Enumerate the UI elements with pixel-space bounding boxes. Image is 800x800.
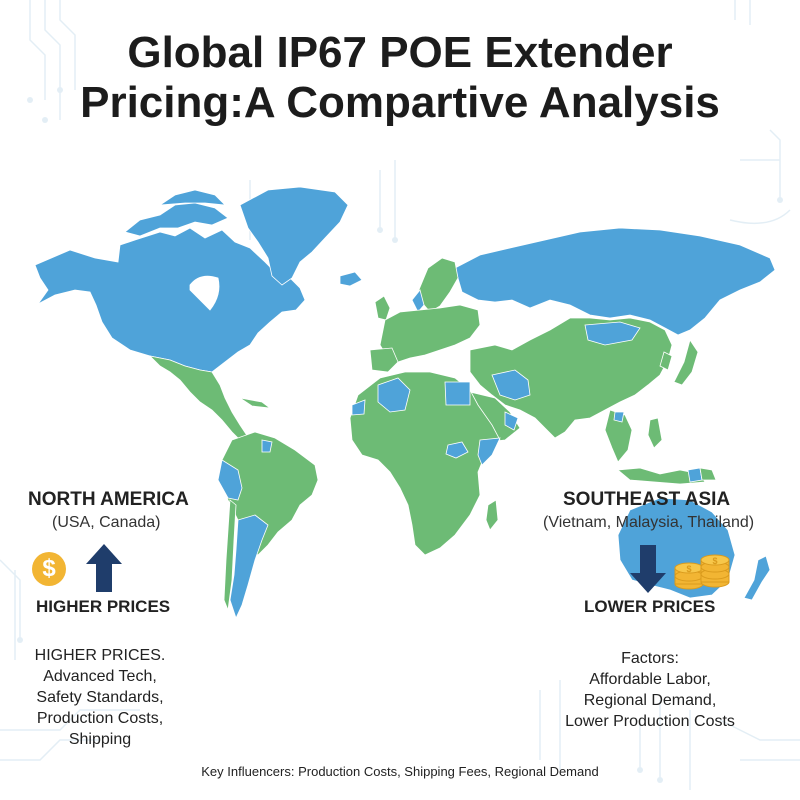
arrow-down-icon [630, 545, 666, 593]
higher-prices-label: HIGHER PRICES [36, 597, 171, 616]
svg-text:$: $ [686, 564, 691, 574]
south-america-region [217, 431, 319, 620]
arrow-up-icon [86, 544, 122, 592]
page-title: Global IP67 POE Extender Pricing:A Compa… [0, 28, 800, 128]
europe-asia-region [369, 227, 776, 485]
svg-text:$: $ [712, 556, 717, 566]
southeast-asia-factors: Factors: Affordable Labor, Regional Dema… [565, 650, 735, 730]
title-line-2: Pricing:A Compartive Analysis [80, 78, 720, 127]
lower-prices-label: LOWER PRICES [584, 597, 716, 616]
world-map [34, 186, 776, 620]
coin-stack-icon: $ $ [674, 554, 730, 590]
title-line-1: Global IP67 POE Extender [127, 28, 673, 77]
north-america-subtitle: (USA, Canada) [52, 514, 161, 531]
southeast-asia-title: SOUTHEAST ASIA [563, 489, 731, 510]
north-america-factors: HIGHER PRICES. Advanced Tech, Safety Sta… [34, 647, 166, 748]
africa-region [349, 371, 501, 556]
key-influencers-footer: Key Influencers: Production Costs, Shipp… [201, 764, 599, 779]
dollar-coin-icon: $ [32, 552, 66, 586]
north-america-title: NORTH AMERICA [28, 489, 189, 510]
southeast-asia-subtitle: (Vietnam, Malaysia, Thailand) [543, 514, 755, 531]
north-america-region [34, 186, 363, 446]
